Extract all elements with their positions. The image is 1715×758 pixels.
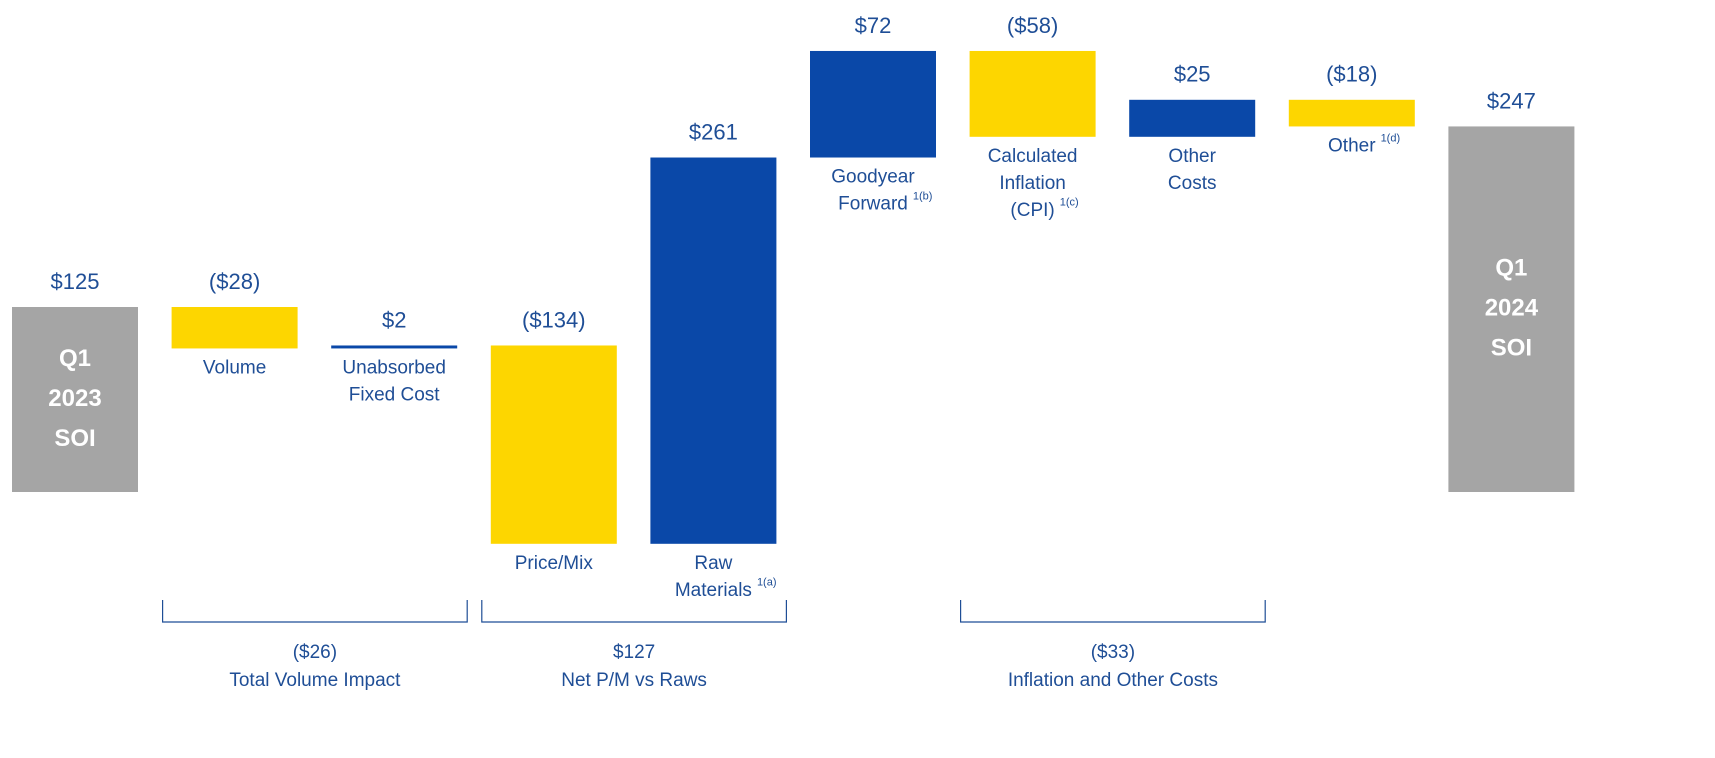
category-label: Other (1168, 146, 1216, 167)
group-bracket (162, 600, 468, 623)
bar (171, 307, 298, 349)
category-label: Goodyear (831, 167, 915, 188)
value-label: ($58) (1007, 13, 1058, 38)
bar (1129, 99, 1256, 137)
value-label: $72 (855, 13, 892, 38)
group-value: $127 (613, 642, 655, 663)
value-label: $2 (382, 307, 406, 332)
footnote-marker: 1(a) (757, 577, 777, 589)
category-label: Materials (675, 580, 752, 601)
bar (12, 307, 138, 492)
bar (969, 50, 1096, 137)
total-label: 2023 (48, 385, 101, 412)
total-label: 2024 (1485, 295, 1539, 322)
category-label: Raw (694, 553, 732, 574)
value-label: ($134) (522, 307, 586, 332)
group-name: Net P/M vs Raws (561, 670, 707, 691)
footnote-marker: 1(d) (1381, 132, 1401, 144)
category-label: Unabsorbed (342, 357, 446, 378)
category-label: Calculated (988, 146, 1078, 167)
category-label: (CPI) (1010, 200, 1054, 221)
footnote-marker: 1(c) (1060, 197, 1079, 209)
group-name: Inflation and Other Costs (1008, 670, 1218, 691)
total-label: Q1 (59, 345, 91, 372)
value-label: $261 (689, 119, 738, 144)
group-bracket (960, 600, 1266, 623)
total-label: SOI (1491, 335, 1532, 362)
group-bracket (481, 600, 787, 623)
bar (1288, 99, 1415, 127)
value-label: ($28) (209, 269, 260, 294)
group-value: ($26) (293, 642, 337, 663)
bar (331, 345, 458, 349)
category-label: Volume (203, 357, 266, 378)
footnote-marker: 1(b) (913, 190, 933, 202)
category-label: Other (1328, 135, 1376, 156)
value-label: $125 (51, 269, 100, 294)
category-label: Costs (1168, 173, 1217, 194)
bar (1448, 126, 1575, 492)
group-value: ($33) (1091, 642, 1135, 663)
bar (490, 345, 617, 544)
value-label: ($18) (1326, 62, 1377, 87)
category-label: Fixed Cost (349, 384, 441, 405)
bar (650, 157, 777, 544)
category-label: Price/Mix (515, 553, 594, 574)
total-label: Q1 (1495, 255, 1527, 282)
value-label: $25 (1174, 62, 1211, 87)
category-label: Inflation (999, 173, 1066, 194)
group-name: Total Volume Impact (229, 670, 401, 691)
total-label: SOI (54, 425, 95, 452)
value-label: $247 (1487, 88, 1536, 113)
category-label: Forward (838, 194, 908, 215)
bar (810, 50, 936, 158)
